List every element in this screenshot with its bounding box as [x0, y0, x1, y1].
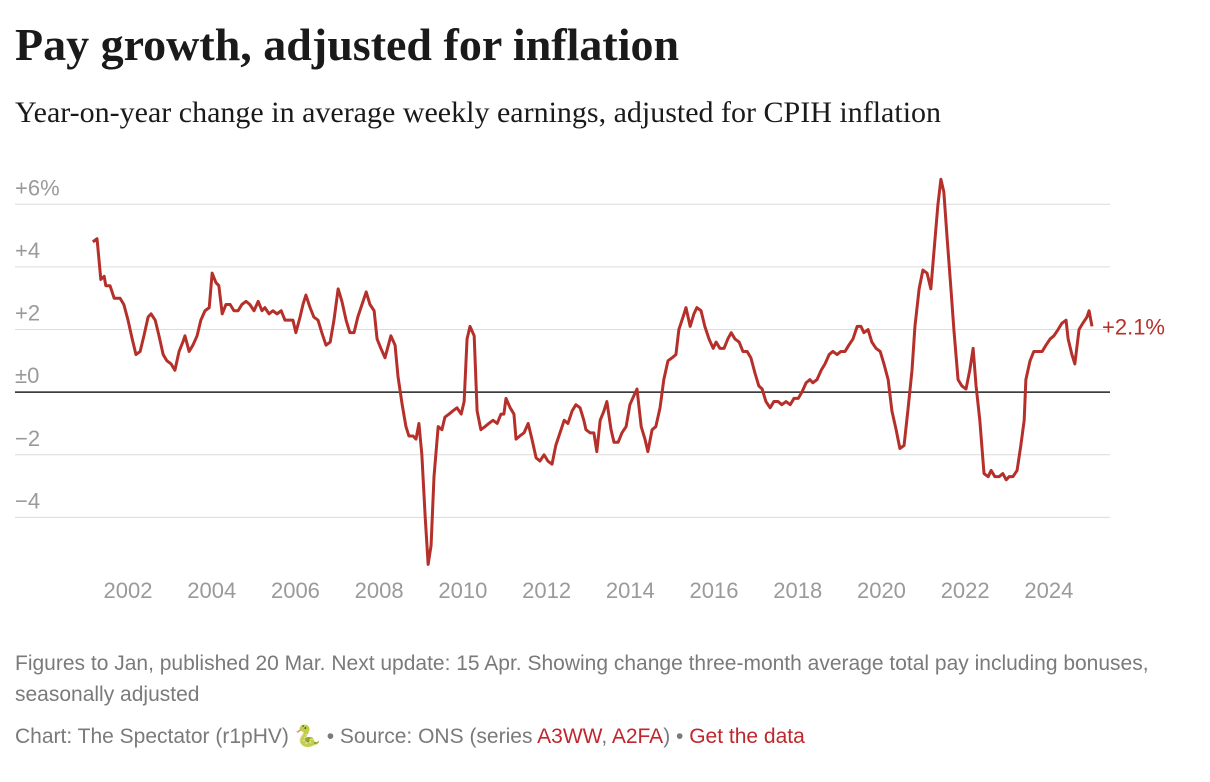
y-tick-label: +4: [15, 238, 40, 263]
end-label: +2.1%: [1102, 314, 1165, 339]
source-line: Chart: The Spectator (r1pHV) 🐍 • Source:…: [15, 721, 1195, 752]
y-tick-label: −2: [15, 426, 40, 451]
x-tick-label: 2016: [690, 578, 739, 603]
x-tick-label: 2002: [104, 578, 153, 603]
x-tick-label: 2020: [857, 578, 906, 603]
y-tick-label: +6%: [15, 175, 60, 200]
x-tick-label: 2012: [522, 578, 571, 603]
separator: ,: [601, 725, 612, 748]
y-tick-label: −4: [15, 488, 40, 513]
series-link[interactable]: A3WW: [537, 725, 602, 748]
chart-subtitle: Year-on-year change in average weekly ea…: [15, 96, 941, 129]
data-link[interactable]: Get the data: [689, 725, 805, 748]
series-link[interactable]: A2FA: [611, 725, 664, 748]
separator: ) •: [663, 725, 690, 748]
x-tick-label: 2010: [438, 578, 487, 603]
chart-title: Pay growth, adjusted for inflation: [15, 19, 679, 70]
x-tick-label: 2006: [271, 578, 320, 603]
x-tick-label: 2024: [1024, 578, 1073, 603]
data-line: [91, 177, 1094, 566]
x-tick-label: 2008: [355, 578, 404, 603]
x-tick-label: 2018: [773, 578, 822, 603]
x-tick-label: 2004: [187, 578, 236, 603]
credit: Chart: The Spectator (r1pHV) 🐍 • Source:…: [15, 725, 538, 748]
x-tick-label: 2022: [941, 578, 990, 603]
y-tick-label: +2: [15, 301, 40, 326]
chart: Pay growth, adjusted for inflation Year-…: [15, 19, 1165, 603]
x-tick-label: 2014: [606, 578, 655, 603]
footnote: Figures to Jan, published 20 Mar. Next u…: [15, 652, 1149, 706]
y-tick-label: ±0: [15, 363, 39, 388]
